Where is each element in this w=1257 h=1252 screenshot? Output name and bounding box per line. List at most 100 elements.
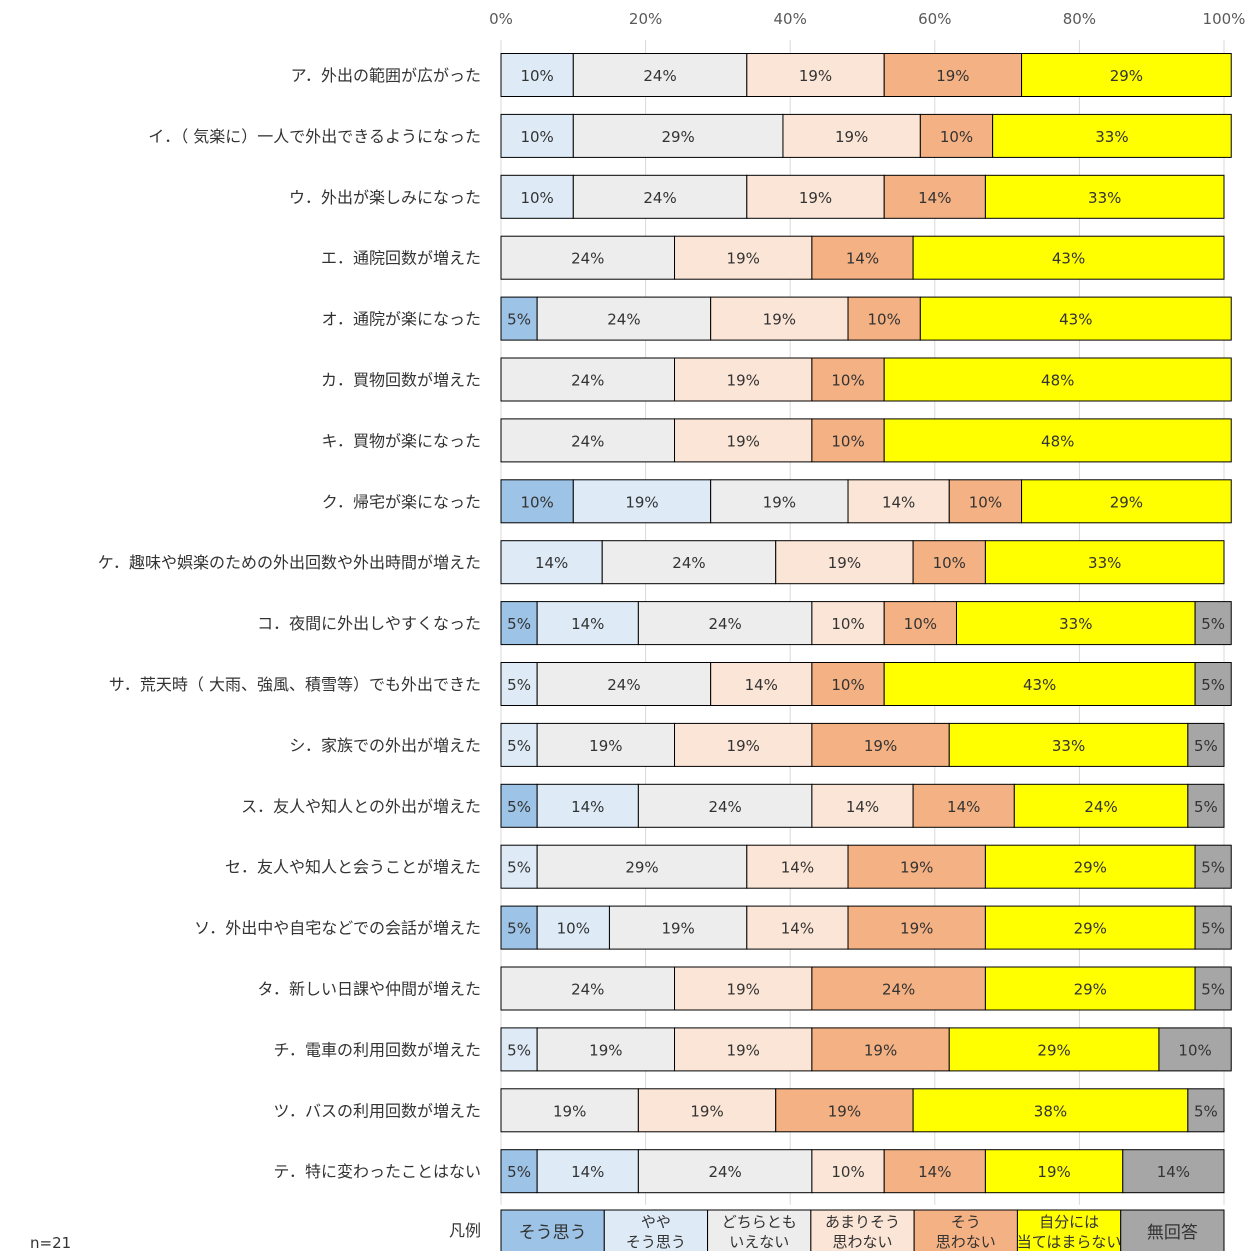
data-label: 29% [1110,67,1143,85]
x-tick-label: 80% [1063,10,1096,28]
data-label: 29% [1074,981,1107,999]
legend-label: 自分には [1039,1213,1099,1231]
category-label: ウ．外出が楽しみになった [289,188,481,207]
bar-segment [746,844,849,889]
data-label: 5% [1194,737,1218,755]
category-label: カ．買物回数が増えた [321,371,481,390]
data-label: 10% [520,189,553,207]
bar-segment [811,783,914,828]
bar-segment [1187,1088,1225,1133]
bar-segment [811,235,914,280]
bar-segment [1122,1149,1225,1194]
bar-segment [536,601,639,646]
legend-label: 思わない [832,1233,892,1251]
bar-segment [912,1088,1189,1133]
data-label: 19% [727,737,760,755]
bar-segment [536,844,748,889]
bar-segment [500,113,574,158]
data-label: 43% [1023,676,1056,694]
data-label: 10% [831,676,864,694]
data-label: 19% [727,372,760,390]
bar-segment [637,783,813,828]
data-label: 19% [661,920,694,938]
bar-segment [883,53,1023,97]
bar-segment [883,418,1232,463]
data-label: 24% [882,981,915,999]
bar-segment [674,966,813,1011]
data-label: 33% [1095,128,1128,146]
legend-label: あまりそう [825,1213,900,1231]
data-label: 10% [831,432,864,450]
bar-segment [710,662,813,706]
data-label: 48% [1041,372,1074,390]
x-tick-label: 20% [629,10,662,28]
data-label: 14% [846,798,879,816]
bar-segment [992,113,1232,158]
bar-segment [536,296,712,341]
data-label: 14% [918,189,951,207]
data-label: 43% [1059,311,1092,329]
legend-label: 思わない [936,1233,996,1251]
data-label: 43% [1052,250,1085,268]
data-label: 29% [1074,859,1107,877]
bar-segment [1187,722,1225,767]
data-label: 5% [1201,981,1225,999]
bar-segment [536,1149,639,1194]
data-label: 14% [781,859,814,877]
legend-label: そう思う [626,1233,686,1251]
sample-size-note: n=21 [30,1234,72,1252]
category-label: シ．家族での外出が増えた [289,736,481,755]
data-label: 19% [1037,1163,1070,1181]
data-label: 14% [745,676,778,694]
bar-segment [1194,966,1232,1011]
bar-segment [775,1088,914,1133]
bar-segment [500,905,538,950]
data-label: 5% [507,798,531,816]
bar-segment [811,1027,950,1072]
data-label: 14% [846,250,879,268]
data-label: 5% [1201,615,1225,633]
data-label: 29% [625,859,658,877]
data-label: 10% [557,920,590,938]
bar-segment [811,662,885,706]
data-label: 14% [571,615,604,633]
bar-segment [1194,601,1232,646]
data-label: 33% [1088,554,1121,572]
category-label: オ．通院が楽になった [322,310,481,329]
bar-segment [811,418,885,463]
data-label: 24% [571,432,604,450]
bar-segment [912,540,986,585]
data-label: 10% [520,493,553,511]
data-label: 24% [708,798,741,816]
legend-label: 無回答 [1147,1223,1198,1243]
bar-segment [572,113,784,158]
data-label: 19% [900,920,933,938]
bar-segment [847,296,921,341]
category-label: イ．（ 気楽に）一人で外出できるようになった [148,127,481,146]
category-label: ア．外出の範囲が広がった [291,66,481,85]
data-label: 19% [828,554,861,572]
data-label: 14% [571,798,604,816]
bar-segment [500,418,676,463]
bar-segment [847,905,986,950]
category-label: セ．友人や知人と会うことが増えた [225,858,481,877]
data-label: 19% [799,189,832,207]
bar-segment [948,722,1189,767]
category-label: タ．新しい日課や仲間が増えた [257,980,481,999]
data-label: 14% [918,1163,951,1181]
bar-segment [919,296,1232,341]
data-label: 10% [969,493,1002,511]
data-label: 33% [1088,189,1121,207]
data-label: 19% [727,432,760,450]
data-label: 19% [589,737,622,755]
bar-segment [536,722,676,767]
data-label: 10% [1178,1041,1211,1059]
data-label: 19% [727,981,760,999]
bar-segment [955,601,1196,646]
bar-segment [1194,905,1232,950]
data-label: 10% [520,128,553,146]
bar-segment [811,1149,885,1194]
category-label: サ．荒天時（ 大雨、強風、積雪等）でも外出できた [109,675,481,694]
category-label: コ．夜間に外出しやすくなった [257,614,481,633]
data-label: 24% [643,189,676,207]
